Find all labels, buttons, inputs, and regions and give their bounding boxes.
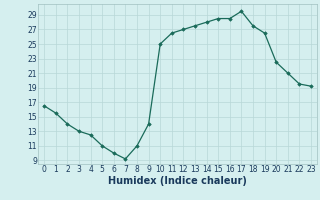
X-axis label: Humidex (Indice chaleur): Humidex (Indice chaleur)	[108, 176, 247, 186]
